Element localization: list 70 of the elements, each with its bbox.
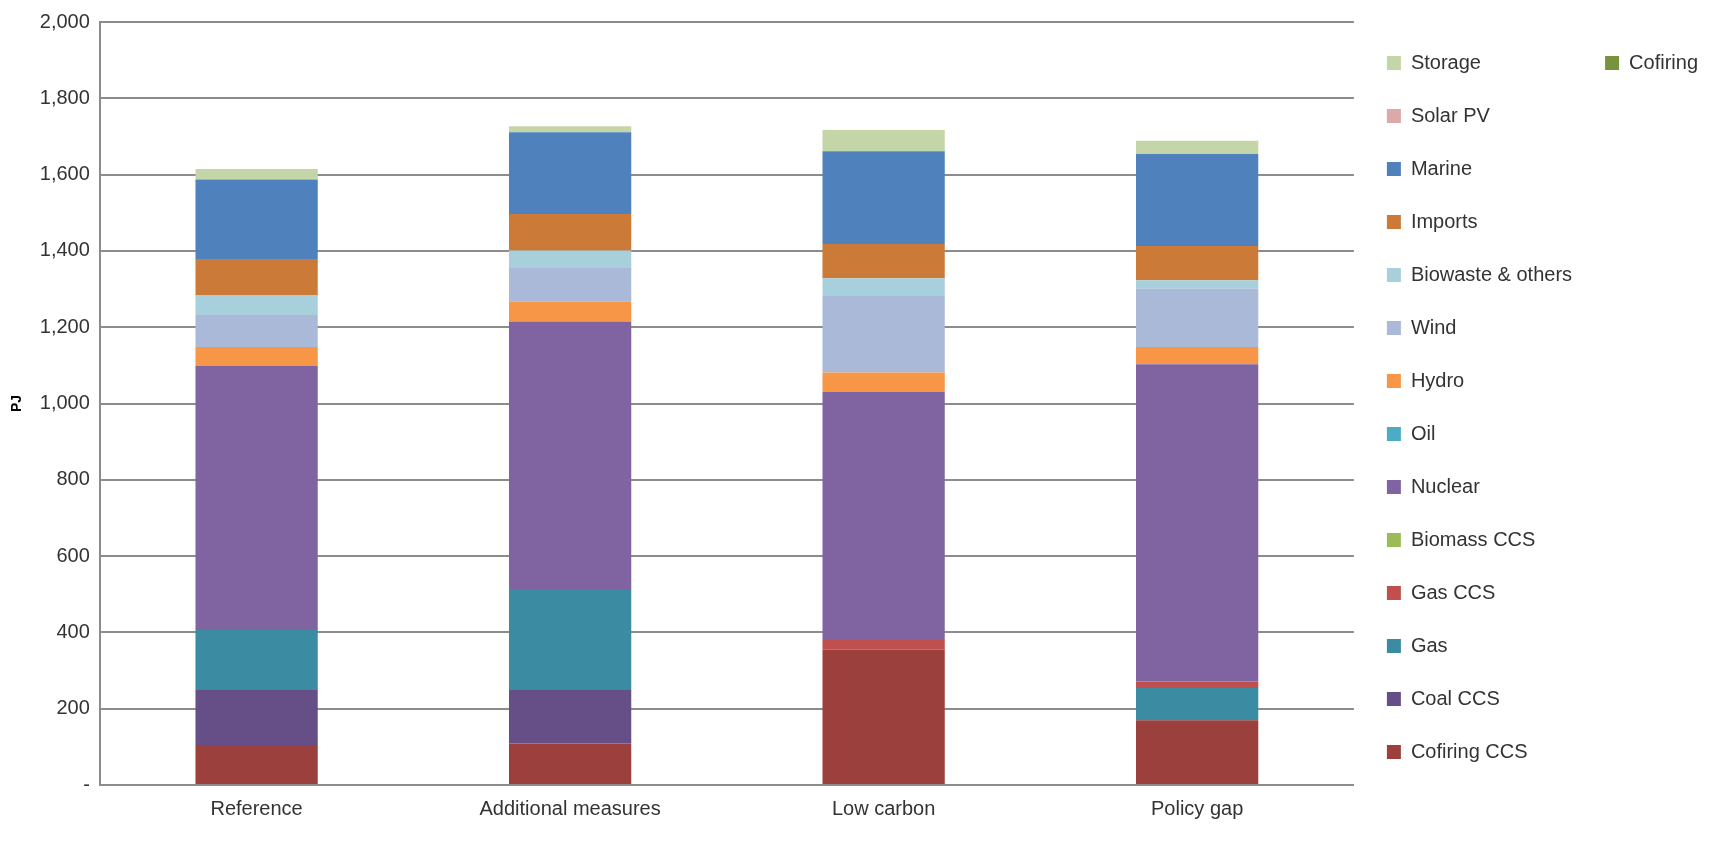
bar [822,244,945,279]
bar [508,126,632,133]
bar [508,132,632,214]
bar [1136,720,1259,784]
bar [1136,364,1259,682]
legend-label: Hydro [1410,368,1465,391]
x-tick-label: Additional measures [479,796,661,819]
legend-label: Nuclear [1410,474,1481,497]
bar [1136,140,1259,154]
bar [195,746,318,784]
legend-label: Cofiring CCS [1410,739,1528,762]
legend-label: Cofiring [1629,50,1699,73]
bar [822,372,945,393]
bar [508,250,632,268]
y-tick-label: 200 [56,696,90,719]
bar [195,295,318,315]
bar [1136,280,1259,289]
legend-label: Marine [1410,156,1473,179]
bar [195,630,318,691]
legend-label: Coal CCS [1410,686,1500,709]
bar [1136,154,1259,246]
bar [195,179,318,259]
y-tick-label: 800 [56,467,90,490]
y-tick-label: 400 [56,619,90,642]
y-tick-label: 1,600 [39,162,90,185]
bar [822,151,945,245]
bar [508,301,632,322]
legend-label: Gas CCS [1410,580,1496,603]
y-tick-label: 2,000 [39,9,90,32]
bar [195,314,318,348]
bar [822,295,945,373]
x-tick-label: Low carbon [831,796,936,819]
bar [508,321,632,589]
bar [508,743,632,784]
bar [1136,688,1259,721]
bar [1136,347,1259,365]
legend-label: Biowaste & others [1410,262,1573,285]
legend-label: Gas [1410,633,1448,656]
y-axis-title: PJ [8,394,25,413]
y-tick-label: 1,200 [39,314,90,337]
bar [822,129,945,152]
bar [1136,288,1259,348]
bar [822,649,945,784]
bar [508,588,632,691]
bar [822,638,945,650]
legend-label: Imports [1410,209,1478,232]
bar [195,258,318,296]
legend-label: Solar PV [1410,103,1491,126]
x-tick-label: Policy gap [1151,796,1244,819]
bar [822,278,945,296]
y-tick-label: 600 [56,543,90,566]
x-tick-label: Reference [210,796,303,819]
bar [195,347,318,367]
y-tick-label: 1,800 [39,85,90,108]
bar [822,392,945,639]
bar [508,267,632,302]
bar [508,213,632,251]
bar [195,690,318,747]
y-tick-label: 1,000 [39,391,90,414]
y-tick-label: - [83,772,90,795]
bar [1136,681,1259,689]
bar [195,168,318,180]
y-tick-label: 1,400 [39,238,90,261]
legend-label: Biomass CCS [1410,527,1536,550]
bar [1136,245,1259,281]
legend-label: Oil [1410,421,1436,444]
legend-label: Wind [1410,315,1457,338]
bar [195,366,318,631]
bar [508,690,632,744]
legend-label: Storage [1410,50,1481,73]
